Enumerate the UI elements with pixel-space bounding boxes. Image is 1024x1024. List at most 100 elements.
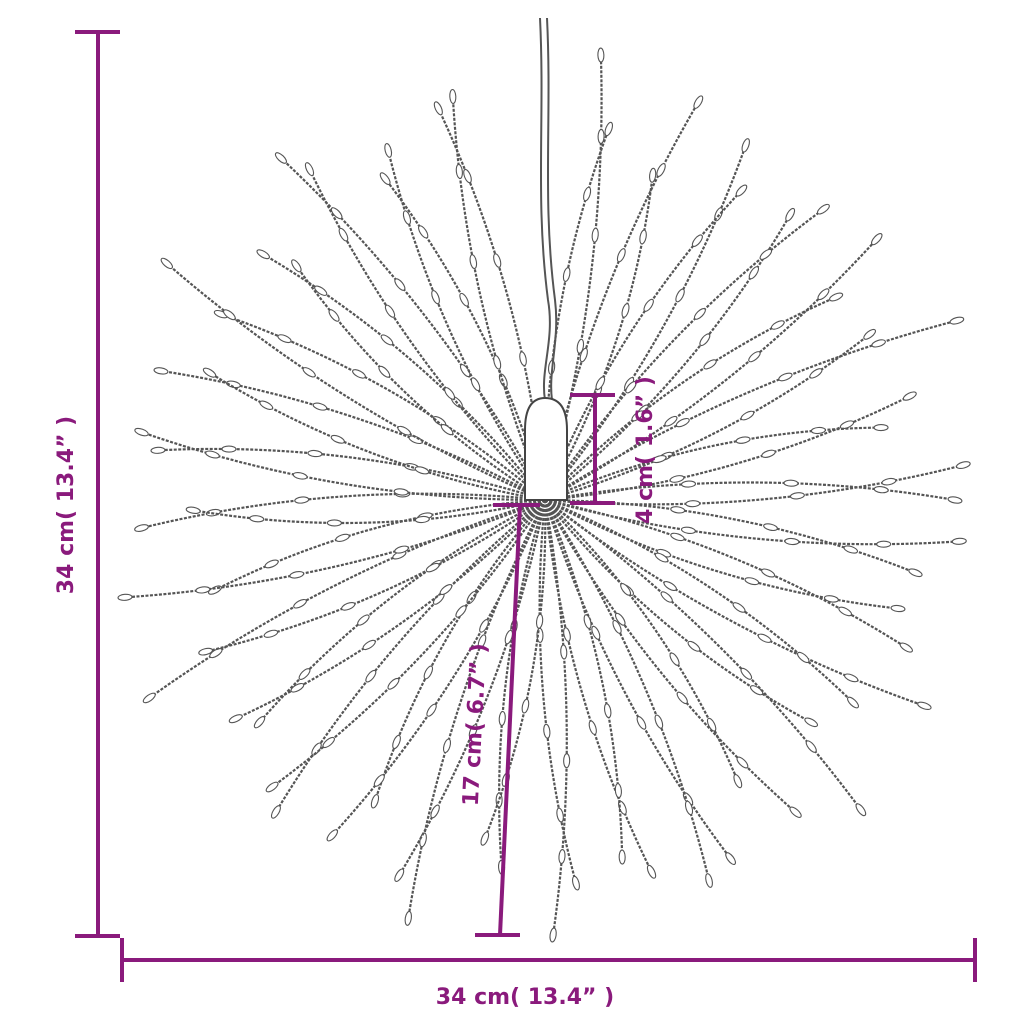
led-bulb: [291, 259, 302, 273]
light-strand: [544, 333, 871, 502]
led-bulb: [654, 714, 664, 729]
led-bulb: [579, 347, 588, 363]
led-bulb: [735, 184, 748, 197]
led-bulb: [789, 806, 802, 818]
led-bulb: [670, 506, 686, 514]
led-bulb: [618, 849, 626, 865]
led-bulb: [676, 691, 688, 705]
led-bulb: [783, 479, 799, 487]
led-bulb: [270, 805, 281, 819]
led-bulb: [855, 803, 867, 817]
led-bulb: [761, 568, 776, 578]
led-bulb: [307, 449, 323, 458]
led-bulb: [863, 328, 877, 340]
led-bulb: [322, 736, 335, 749]
light-strand: [141, 431, 546, 502]
led-bulb: [784, 537, 800, 546]
led-bulb: [223, 309, 236, 321]
led-bulb: [563, 627, 571, 642]
led-bulb: [664, 415, 678, 427]
cap-height-label: 4 cm( 1.6” ): [633, 376, 658, 524]
led-bulb: [455, 163, 463, 179]
led-bulb: [757, 633, 772, 643]
led-bulb: [264, 559, 279, 569]
led-bulb: [597, 47, 605, 63]
led-bulb: [362, 639, 376, 651]
led-bulb: [249, 515, 265, 523]
led-bulb: [621, 303, 630, 318]
led-bulb: [426, 703, 437, 717]
light-strand: [373, 499, 546, 802]
led-bulb: [277, 334, 292, 344]
led-bulb: [480, 831, 490, 846]
led-bulb: [558, 848, 566, 865]
light-strand: [220, 313, 546, 501]
light-strand: [544, 499, 739, 782]
led-bulb: [442, 738, 452, 754]
led-bulb: [680, 526, 696, 535]
led-bulb: [387, 677, 400, 690]
led-bulb: [228, 714, 243, 724]
led-bulb: [595, 376, 606, 390]
led-bulb: [433, 101, 443, 116]
light-strand: [544, 238, 878, 501]
led-bulb: [725, 852, 737, 865]
led-bulb: [583, 186, 592, 202]
led-bulb: [643, 298, 654, 312]
led-bulb: [684, 800, 694, 816]
led-bulb: [384, 143, 393, 158]
led-bulb: [195, 586, 211, 594]
led-bulb: [675, 417, 690, 428]
led-bulb: [873, 486, 889, 494]
led-bulb: [670, 532, 685, 542]
led-bulb: [691, 234, 703, 247]
light-strand: [295, 265, 546, 501]
led-bulb: [431, 289, 440, 305]
light-strand: [498, 499, 547, 868]
led-bulb: [763, 523, 778, 532]
led-bulb: [951, 537, 967, 545]
led-bulb: [397, 425, 412, 436]
led-bulb: [392, 734, 401, 750]
led-bulb: [761, 449, 776, 458]
led-bulb: [838, 606, 853, 617]
led-bulb: [393, 488, 409, 496]
led-bulb: [202, 367, 217, 378]
led-bulb: [289, 570, 305, 579]
led-bulb: [778, 372, 793, 382]
led-bulb: [651, 455, 667, 464]
led-bulb: [134, 427, 149, 437]
led-bulb: [470, 377, 481, 392]
strand-length-label: 17 cm( 6.7” ): [459, 643, 493, 807]
led-bulb: [365, 669, 377, 683]
led-bulb: [817, 288, 830, 301]
led-bulb: [402, 210, 412, 225]
light-strand: [544, 214, 792, 501]
led-bulb: [330, 434, 345, 444]
led-bulb: [341, 601, 356, 611]
led-bulb: [703, 359, 717, 370]
led-bulb: [414, 466, 430, 475]
led-bulb: [373, 774, 385, 787]
led-bulb: [899, 642, 913, 653]
led-bulb: [493, 354, 502, 370]
led-bulb: [804, 717, 819, 728]
led-bulb: [871, 233, 883, 246]
led-bulb: [789, 492, 805, 500]
led-bulb: [797, 651, 810, 664]
light-strand: [280, 157, 546, 501]
led-bulb: [519, 351, 527, 367]
led-bulb: [477, 634, 487, 649]
light-strand: [235, 499, 546, 720]
led-bulb: [352, 369, 366, 379]
led-bulb: [117, 593, 133, 601]
led-bulb: [660, 591, 673, 603]
led-bulb: [256, 249, 270, 260]
led-bulb: [770, 320, 785, 330]
led-bulb: [844, 673, 859, 683]
led-bulb: [890, 604, 906, 613]
light-strand: [208, 371, 546, 502]
led-bulb: [311, 742, 322, 756]
light-strand: [543, 55, 603, 501]
light-strand: [398, 499, 547, 876]
